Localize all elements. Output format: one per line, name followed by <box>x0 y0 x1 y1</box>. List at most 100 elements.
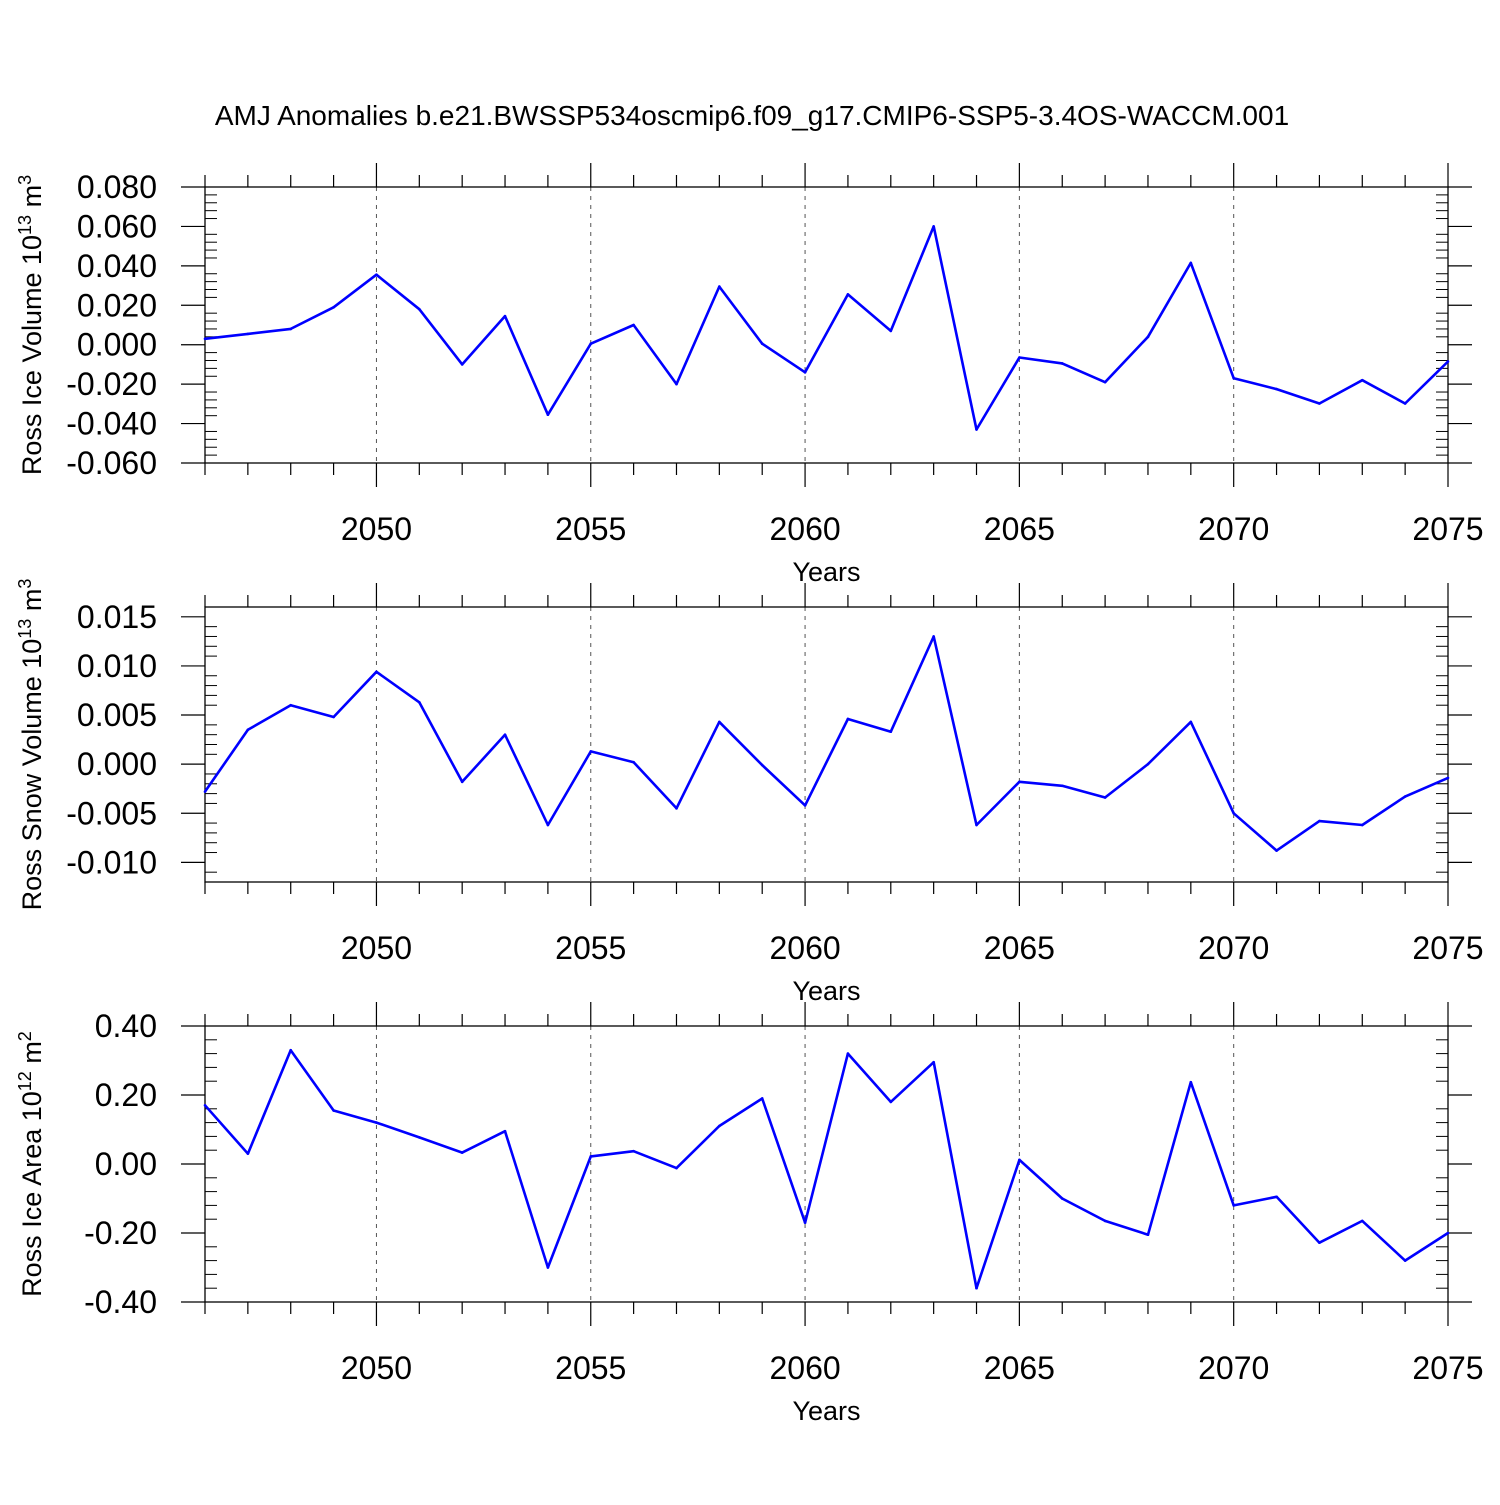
x-tick-label: 2050 <box>341 511 412 547</box>
data-point <box>1189 1080 1193 1084</box>
y-tick-label: -0.20 <box>84 1215 157 1251</box>
data-point <box>1146 335 1150 339</box>
y-axis-title-unit: m <box>17 185 47 215</box>
data-point <box>1403 795 1407 798</box>
data-point <box>846 293 850 296</box>
data-point <box>1103 796 1107 799</box>
data-point <box>1189 261 1193 265</box>
data-point <box>589 750 593 753</box>
data-point <box>1060 362 1064 365</box>
y-tick-label: 0.40 <box>95 1008 157 1044</box>
x-tick-label: 2070 <box>1198 1350 1269 1386</box>
data-point <box>503 1129 507 1133</box>
y-axis-title-unit-exponent: 3 <box>15 579 35 589</box>
x-tick-label: 2055 <box>555 511 626 547</box>
y-axis-title-unit-exponent: 3 <box>15 175 35 185</box>
data-point <box>889 1100 893 1104</box>
x-tick-label: 2050 <box>341 1350 412 1386</box>
data-point <box>589 1155 593 1158</box>
data-point <box>1060 1197 1064 1200</box>
data-point <box>546 413 550 417</box>
data-point <box>632 323 635 327</box>
data-point <box>289 703 293 707</box>
data-point <box>718 1124 721 1128</box>
data-point <box>460 1151 464 1154</box>
y-tick-label: 0.020 <box>77 287 157 323</box>
chart-title: AMJ Anomalies b.e21.BWSSP534oscmip6.f09_… <box>215 100 1289 131</box>
y-tick-label: 0.20 <box>95 1077 157 1113</box>
data-point <box>1060 784 1064 788</box>
data-point <box>1360 1219 1364 1223</box>
data-point <box>332 715 335 719</box>
y-axis-title-unit: m <box>17 589 47 619</box>
x-tick-label: 2075 <box>1412 511 1483 547</box>
x-tick-label: 2055 <box>555 1350 626 1386</box>
data-point <box>632 1149 635 1153</box>
y-axis-title-prefix: Ross Snow Volume 10 <box>17 639 47 911</box>
data-point <box>418 1136 421 1139</box>
y-axis-title-unit: m <box>17 1041 47 1071</box>
x-tick-label: 2060 <box>769 511 840 547</box>
y-axis-title: Ross Ice Volume 1013 m3 <box>15 175 47 475</box>
data-point <box>332 1109 335 1112</box>
y-tick-label: 0.040 <box>77 248 157 284</box>
data-point <box>503 314 507 318</box>
y-tick-label: 0.060 <box>77 208 157 244</box>
data-point <box>932 225 935 228</box>
y-axis-title-unit-exponent: 2 <box>15 1031 35 1041</box>
data-point <box>203 790 207 793</box>
data-point <box>718 285 721 288</box>
data-point <box>503 733 507 736</box>
data-point <box>1360 378 1364 382</box>
x-tick-label: 2075 <box>1412 930 1483 966</box>
y-tick-label: -0.40 <box>84 1284 157 1320</box>
data-point <box>846 1052 850 1055</box>
y-axis-title: Ross Snow Volume 1013 m3 <box>15 579 47 911</box>
y-tick-label: -0.040 <box>66 406 157 442</box>
data-point <box>975 428 978 431</box>
data-point <box>460 363 464 366</box>
y-tick-label: -0.060 <box>66 445 157 481</box>
x-axis-title: Years <box>792 557 860 587</box>
y-axis-title-exponent: 13 <box>15 619 35 639</box>
x-tick-label: 2065 <box>984 1350 1055 1386</box>
plot-frame <box>204 1025 1449 1303</box>
y-tick-label: 0.080 <box>77 169 157 205</box>
data-point <box>1318 819 1321 823</box>
data-point <box>546 1266 550 1269</box>
data-point <box>1018 356 1021 359</box>
data-point <box>203 1104 207 1107</box>
y-tick-label: -0.020 <box>66 366 157 402</box>
data-point <box>1318 1241 1321 1244</box>
data-point <box>632 760 635 764</box>
data-point <box>1275 849 1278 852</box>
data-point <box>1403 402 1407 405</box>
plot-frame <box>204 606 1449 883</box>
y-tick-label: 0.010 <box>77 648 157 684</box>
data-point <box>1103 380 1107 384</box>
data-point <box>1018 1158 1021 1162</box>
data-point <box>1446 1231 1450 1235</box>
data-point <box>418 700 421 704</box>
y-tick-label: 0.000 <box>77 327 157 363</box>
data-point <box>975 823 978 827</box>
data-point <box>246 728 250 732</box>
y-axis-title-prefix: Ross Ice Volume 10 <box>17 235 47 475</box>
y-axis-title: Ross Ice Area 1012 m2 <box>15 1031 47 1297</box>
panel-2: -0.010 -0.005 0.000 0.005 0.010 0.015 2050 2055… <box>15 579 1484 1006</box>
x-tick-label: 2070 <box>1198 930 1269 966</box>
data-point <box>932 1060 935 1064</box>
panel-3: -0.40 -0.20 0.00 0.20 0.40 2050 2055 2060 2065 20… <box>15 1002 1484 1426</box>
data-point <box>1103 1219 1107 1223</box>
y-axis-title-exponent: 12 <box>15 1071 35 1091</box>
data-point <box>246 1152 250 1155</box>
series-line <box>204 1048 1449 1290</box>
x-tick-label: 2050 <box>341 930 412 966</box>
data-point <box>760 763 764 767</box>
series-line <box>203 635 1449 852</box>
data-point <box>846 717 850 721</box>
x-tick-label: 2060 <box>769 1350 840 1386</box>
data-point <box>675 382 678 386</box>
data-point <box>375 1121 378 1124</box>
